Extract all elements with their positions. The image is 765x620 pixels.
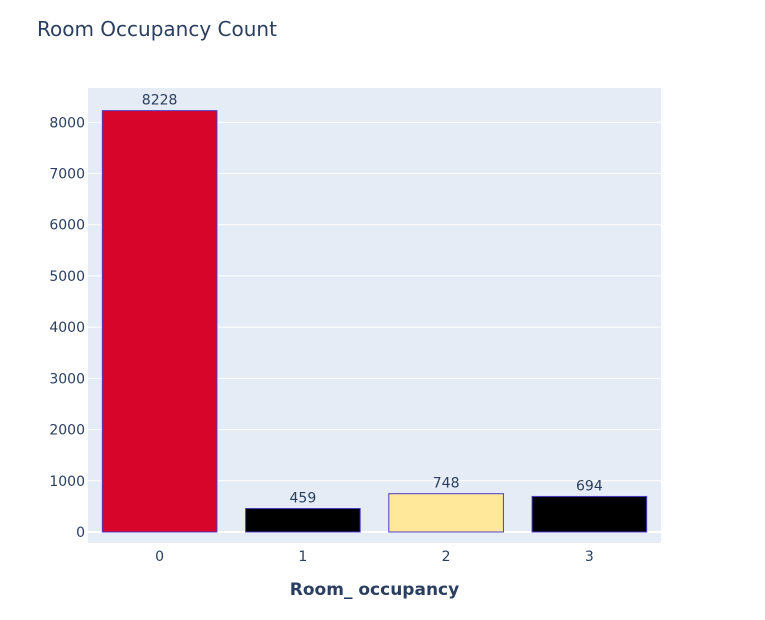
y-tick-label: 1000	[49, 474, 85, 490]
y-tick-label: 0	[76, 525, 85, 541]
bar	[245, 507, 361, 533]
x-axis-title: Room_ occupancy	[290, 580, 459, 600]
y-tick-label: 2000	[49, 423, 85, 439]
bar-data-label: 694	[576, 478, 603, 494]
y-tick-label: 4000	[49, 320, 85, 336]
x-tick-label: 3	[585, 549, 594, 565]
bar	[388, 493, 504, 533]
y-tick-label: 3000	[49, 371, 85, 387]
x-tick-label: 1	[298, 549, 307, 565]
bar	[101, 110, 218, 533]
y-tick-label: 8000	[49, 115, 85, 131]
x-tick-label: 2	[442, 549, 451, 565]
bar-data-label: 8228	[142, 93, 178, 109]
bar-data-label: 748	[433, 476, 460, 492]
bar-data-label: 459	[290, 490, 317, 506]
chart-title: Room Occupancy Count	[37, 17, 277, 41]
y-tick-label: 6000	[49, 218, 85, 234]
x-tick-label: 0	[155, 549, 164, 565]
y-tick-label: 5000	[49, 269, 85, 285]
y-tick-label: 7000	[49, 167, 85, 183]
bar	[531, 495, 648, 533]
